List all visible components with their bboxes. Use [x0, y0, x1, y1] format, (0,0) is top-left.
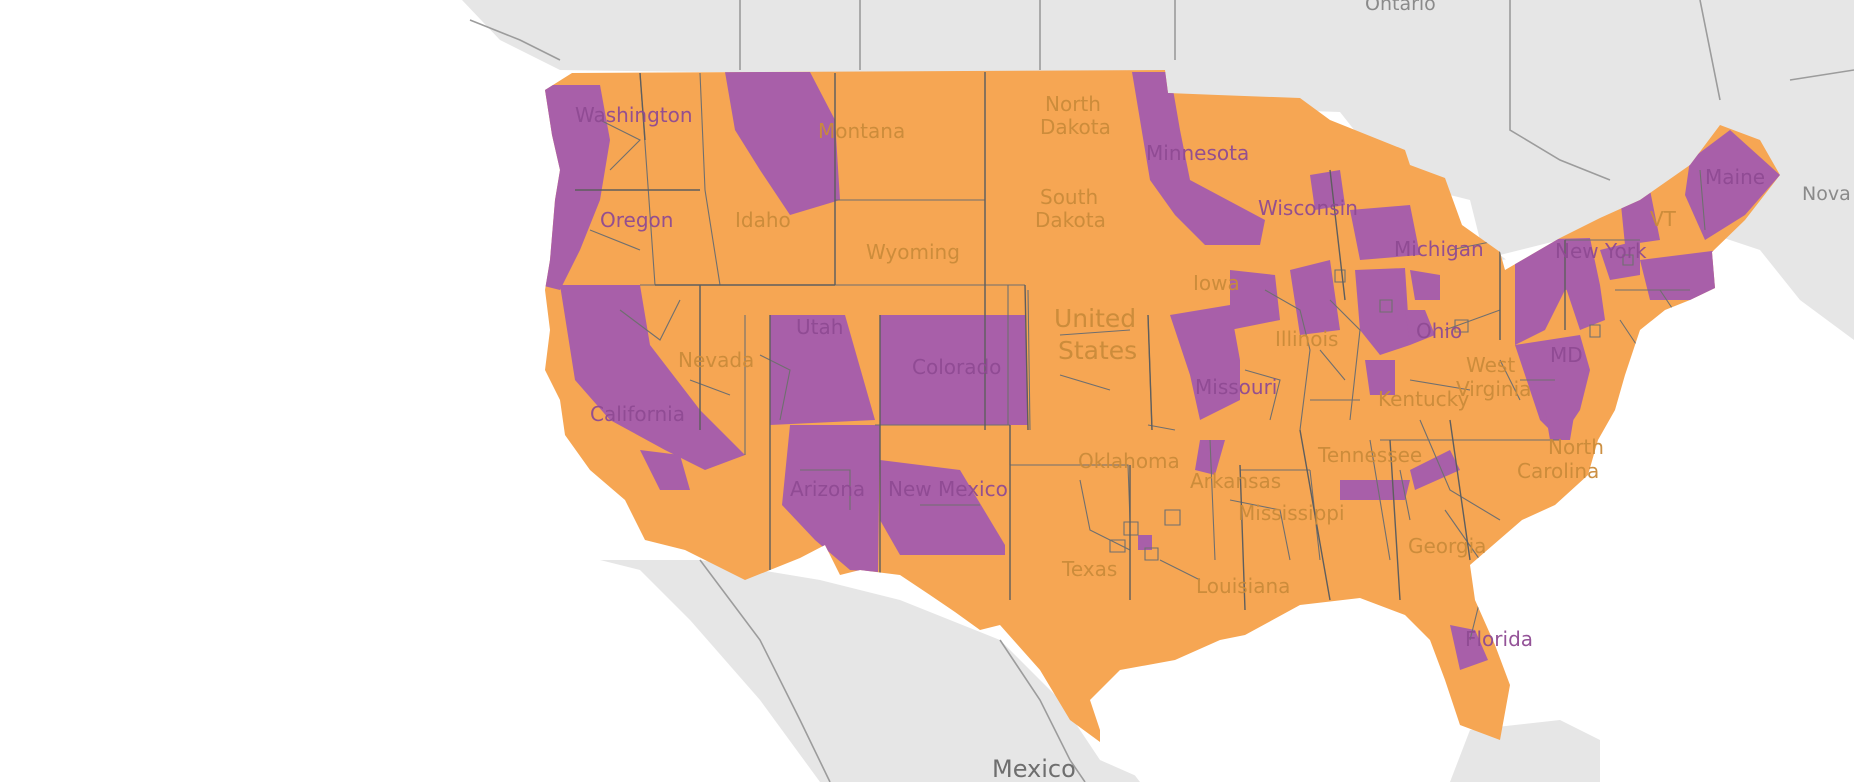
label-north-dakota-2: Dakota: [1040, 115, 1111, 139]
label-north-carolina-2: Carolina: [1517, 459, 1599, 483]
label-minnesota: Minnesota: [1146, 141, 1249, 165]
label-kentucky: Kentucky: [1378, 387, 1469, 411]
label-tennessee: Tennessee: [1317, 443, 1422, 467]
label-iowa: Iowa: [1193, 271, 1240, 295]
label-oklahoma: Oklahoma: [1078, 449, 1180, 473]
label-mississippi: Mississippi: [1238, 501, 1345, 525]
label-idaho: Idaho: [735, 208, 791, 232]
label-louisiana: Louisiana: [1196, 574, 1290, 598]
label-oregon: Oregon: [600, 208, 673, 232]
label-west-virginia-2: Virginia: [1456, 377, 1531, 401]
label-united: United: [1054, 304, 1136, 333]
label-wyoming: Wyoming: [866, 240, 960, 264]
label-nova-scotia: Nova S: [1802, 183, 1854, 205]
label-michigan: Michigan: [1394, 237, 1484, 261]
label-ontario: Ontario: [1365, 0, 1436, 15]
districts-purple: [545, 72, 1780, 670]
label-new-york: New York: [1555, 239, 1647, 263]
label-south-dakota-2: Dakota: [1035, 208, 1106, 232]
label-nevada: Nevada: [678, 348, 754, 372]
label-west-virginia-1: West: [1466, 353, 1515, 377]
label-arkansas: Arkansas: [1190, 469, 1281, 493]
label-illinois: Illinois: [1275, 327, 1338, 351]
label-utah: Utah: [796, 315, 843, 339]
label-maryland: MD: [1550, 343, 1583, 367]
label-north-dakota-1: North: [1045, 92, 1101, 116]
label-texas: Texas: [1061, 557, 1117, 581]
label-georgia: Georgia: [1408, 534, 1486, 558]
label-arizona: Arizona: [790, 477, 865, 501]
label-new-mexico: New Mexico: [888, 477, 1008, 501]
label-maine: Maine: [1705, 165, 1765, 189]
label-vermont: VT: [1650, 207, 1677, 231]
south-land: [600, 560, 1150, 782]
label-states: States: [1058, 336, 1137, 365]
label-mexico: Mexico: [992, 755, 1076, 782]
state-borders: [575, 72, 1566, 611]
label-montana: Montana: [818, 119, 905, 143]
label-north-carolina-1: North: [1548, 435, 1604, 459]
label-wisconsin: Wisconsin: [1258, 196, 1358, 220]
canada-border: [469, 0, 1854, 181]
gulf-water: [1100, 620, 1500, 782]
label-colorado: Colorado: [912, 355, 1001, 379]
label-missouri: Missouri: [1195, 375, 1277, 399]
label-south-dakota-1: South: [1040, 185, 1098, 209]
caribbean-land: [1450, 720, 1600, 782]
label-florida: Florida: [1465, 627, 1533, 651]
label-california: California: [590, 402, 685, 426]
label-ohio: Ohio: [1416, 319, 1462, 343]
state-labels: Washington Oregon Montana Idaho Wyoming …: [575, 92, 1765, 651]
mexico-border: [699, 559, 1086, 782]
label-washington: Washington: [575, 103, 693, 127]
